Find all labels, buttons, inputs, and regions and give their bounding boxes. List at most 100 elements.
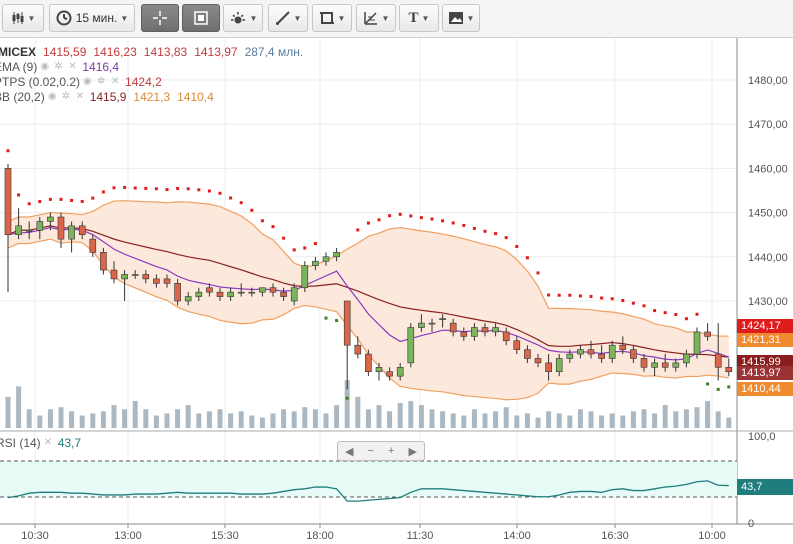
close-icon[interactable]: ✕ [43,437,53,448]
candle-body [36,221,44,231]
sar-dot [642,304,646,308]
volume-bar [249,415,255,428]
sar-dot [430,217,434,221]
chevron-down-icon: ▼ [120,13,129,23]
candle-body [598,353,605,359]
candle-body [439,318,446,320]
candle-body [68,225,75,240]
volume-bar [461,415,467,428]
sar-dot [271,225,275,229]
candle-body [481,327,489,333]
frame-button[interactable] [182,4,220,32]
scroll-left-icon[interactable]: ◀ [345,445,354,458]
sar-dot [377,218,381,222]
volume-bar [196,413,202,428]
candle-body [301,265,309,289]
price-tick-label: 1440,00 [748,252,788,264]
sar-dot [610,297,614,301]
gear-icon[interactable]: ✲ [97,76,106,87]
rsi-legend: RSI (14) ✕ 43,7 [0,436,88,450]
scroll-right-icon[interactable]: ▶ [408,445,417,458]
sar-dot [398,212,402,216]
zoom-in-icon[interactable]: + [388,445,395,457]
rsi-price-tag: 43,7 [737,479,793,495]
sar-dot [154,187,158,191]
timeframe-button[interactable]: 15 мин. ▼ [49,4,135,32]
candle-body [15,225,22,236]
sar-dot [462,223,466,227]
candlestick-icon [12,12,24,24]
sar-dot [313,242,317,246]
ema-value: 1416,4 [82,60,120,74]
volume-bar [26,409,32,428]
volume-bar [546,411,552,428]
volume-bar [100,411,106,428]
candle-body [545,362,552,373]
volume-bar [281,409,287,428]
candle-body [237,291,245,294]
eye-icon[interactable]: ◉ [40,61,50,72]
crosshair-button[interactable] [141,4,179,32]
volume-bar [418,405,424,428]
price-chart[interactable]: 1480,00 1470,00 1460,00 1450,00 1440,00 1430,… [0,38,793,544]
sar-dot [6,149,10,153]
rsi-tick-label: 100,0 [748,431,776,443]
volume-bar [58,407,64,428]
zoom-out-icon[interactable]: − [367,445,374,457]
indicators-button[interactable]: ▼ [223,4,263,32]
chart-area[interactable]: 1480,00 1470,00 1460,00 1450,00 1440,00 1430,… [0,38,793,544]
sar-dot [165,188,169,192]
candle-body [248,291,256,294]
volume-bar [122,409,128,428]
draw-line-button[interactable]: ▼ [268,4,308,32]
eye-icon[interactable]: ◉ [47,91,57,102]
price-tag-close: 1413,97 [737,366,793,380]
symbol-label: MICEX [0,45,37,59]
sar-dot [250,208,254,212]
gear-icon[interactable]: ✲ [61,91,71,102]
volume-bar [524,413,530,428]
bollinger-middle-line [7,225,729,358]
text-icon: T [408,9,419,26]
ema-legend: EMA (9) ◉ ✲ ✕ 1416,4 [0,60,126,74]
volume-bar [323,413,329,428]
candle-body [153,278,160,284]
volume-bar [153,415,159,428]
volume-bar [228,413,234,428]
shapes-button[interactable]: ▼ [312,4,352,32]
chart-type-button[interactable]: ▼ [2,4,44,32]
close-icon[interactable]: ✕ [75,91,85,102]
candle-body [375,366,383,373]
ptps-value: 1424,2 [125,75,162,89]
eye-icon[interactable]: ◉ [83,76,92,87]
gear-icon[interactable]: ✲ [54,61,63,72]
chart-navigation[interactable]: ◀ − + ▶ [337,441,425,461]
candle-body [110,269,118,280]
chevron-down-icon: ▼ [337,13,346,23]
volume-bar [376,405,382,428]
volume-bar [577,409,583,428]
rsi-value: 43,7 [57,436,82,450]
candle-body [555,358,563,373]
sar-dot [282,236,286,240]
fibonacci-button[interactable]: ▼ [356,4,396,32]
image-tool-button[interactable]: ▼ [442,4,480,32]
sar-dot [706,382,710,386]
clock-icon [56,10,72,26]
text-tool-button[interactable]: T ▼ [399,4,439,32]
volume-bar [37,415,43,428]
candle-body [524,349,531,359]
close-icon[interactable]: ✕ [68,61,77,72]
sar-dot [176,186,180,190]
close-icon[interactable]: ✕ [111,76,120,87]
volume-bar [683,409,689,428]
candle-body [343,300,351,346]
volume-bar [387,411,393,428]
volume-bar [726,417,732,428]
volume-bar [429,409,435,428]
sar-dot [335,319,339,323]
sar-dot [631,301,635,305]
bb-mid-value: 1415,9 [89,90,127,104]
candle-body [365,353,372,373]
ema-label: EMA (9) [0,60,38,74]
